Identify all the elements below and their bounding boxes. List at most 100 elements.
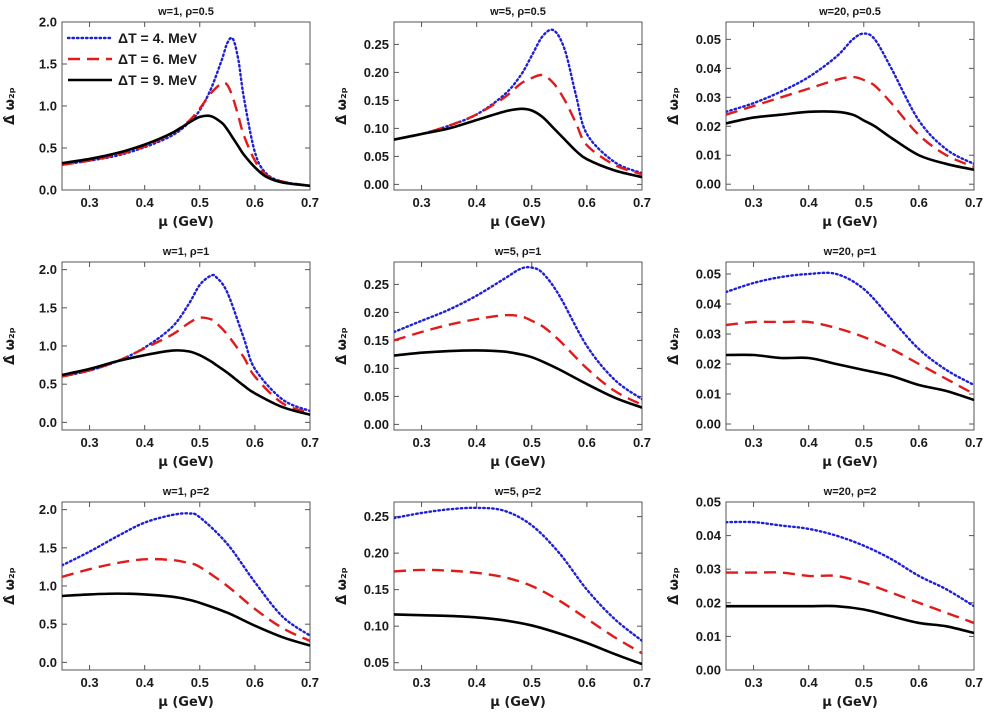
y-tick-label: 2.0	[39, 502, 57, 517]
y-tick-label: 0.05	[696, 267, 721, 282]
y-tick-label: 0.04	[696, 297, 722, 312]
y-tick-label: 0.15	[364, 333, 389, 348]
series-line-solid	[62, 349, 310, 416]
y-tick-label: 0.20	[364, 546, 389, 561]
x-tick-label: 0.3	[413, 435, 431, 450]
series-line-dotted	[726, 520, 974, 608]
chart-panel-2: w=5, ρ=0.5 0.3 0.4 0.5 0.6 0.7 0.00 0.05 0.10 0.1…	[335, 6, 651, 230]
y-tick-label: 0.00	[364, 417, 389, 432]
y-tick-label: 0.0	[39, 655, 57, 670]
series-line-solid	[62, 592, 310, 647]
series-line-dashed	[62, 81, 310, 187]
y-tick-label: 0.15	[364, 93, 389, 108]
y-axis-label: Δ̂ ω₂ₚ	[667, 87, 682, 125]
x-axis-label: μ (GeV)	[158, 215, 214, 230]
legend-label: ΔT = 6. MeV	[118, 51, 198, 67]
x-tick-label: 0.5	[191, 195, 209, 210]
x-tick-label: 0.3	[745, 675, 763, 690]
x-tick-label: 0.7	[965, 195, 983, 210]
chart-panel-7: w=1, ρ=2 0.3 0.4 0.5 0.6 0.7 0.0 0.5 1.0 1.5 2.0 μ …	[3, 486, 319, 710]
y-tick-label: 0.0	[39, 183, 57, 198]
chart-panel-9: w=20, ρ=2 0.3 0.4 0.5 0.6 0.7 0.00 0.01 0.02 0.03…	[667, 486, 983, 710]
chart-panel-3: w=20, ρ=0.5 0.3 0.4 0.5 0.6 0.7 0.00 0.01 0.02 0.…	[667, 6, 983, 230]
y-tick-label: 0.02	[696, 595, 721, 610]
y-tick-label: 0.00	[696, 417, 721, 432]
x-axis-label: μ (GeV)	[822, 215, 878, 230]
y-axis-label: Δ̂ ω₂ₚ	[335, 327, 350, 365]
chart-title: w=20, ρ=0.5	[818, 6, 881, 18]
series-line-solid	[62, 114, 310, 188]
x-tick-label: 0.4	[800, 195, 819, 210]
x-tick-label: 0.6	[910, 195, 928, 210]
x-tick-label: 0.7	[633, 675, 651, 690]
chart-title: w=20, ρ=1	[823, 246, 877, 258]
y-tick-label: 1.5	[39, 540, 57, 555]
plot-frame	[61, 501, 311, 671]
y-tick-label: 0.05	[364, 389, 389, 404]
plot-frame	[725, 21, 975, 191]
chart-title: w=5, ρ=0.5	[489, 6, 546, 18]
y-tick-label: 0.04	[696, 61, 722, 76]
x-tick-label: 0.7	[301, 675, 319, 690]
x-tick-label: 0.7	[965, 675, 983, 690]
x-tick-label: 0.6	[578, 195, 596, 210]
chart-title: w=1, ρ=1	[162, 246, 210, 258]
series-line-dotted	[394, 28, 642, 175]
y-tick-label: 0.10	[364, 121, 389, 136]
chart-panel-6: w=20, ρ=1 0.3 0.4 0.5 0.6 0.7 0.00 0.01 0.02 0.03…	[667, 246, 983, 470]
y-tick-label: 1.5	[39, 57, 57, 72]
chart-panel-8: w=5, ρ=2 0.3 0.4 0.5 0.6 0.7 0.05 0.10 0.15 0.20 0…	[335, 486, 651, 710]
x-tick-label: 0.6	[246, 435, 264, 450]
x-tick-label: 0.5	[191, 675, 209, 690]
x-tick-label: 0.3	[745, 195, 763, 210]
series-line-solid	[394, 349, 642, 409]
series-line-solid	[394, 107, 642, 179]
y-tick-label: 0.00	[696, 177, 721, 192]
y-axis-label: Δ̂ ω₂ₚ	[335, 567, 350, 605]
y-tick-label: 0.5	[39, 141, 57, 156]
x-tick-label: 0.3	[81, 435, 99, 450]
y-tick-label: 0.25	[364, 37, 389, 52]
x-tick-label: 0.4	[468, 435, 487, 450]
x-tick-label: 0.5	[855, 195, 873, 210]
y-tick-label: 0.00	[696, 663, 721, 678]
series-line-dashed	[726, 571, 974, 625]
chart-panel-1: w=1, ρ=0.5 0.3 0.4 0.5 0.6 0.7 0.0 0.5 1.0 1.5 2.0…	[3, 6, 319, 230]
series-line-dashed	[62, 557, 310, 643]
legend: ΔT = 4. MeV ΔT = 6. MeV ΔT = 9. MeV	[66, 30, 198, 88]
legend-label: ΔT = 9. MeV	[118, 72, 198, 88]
y-tick-label: 1.0	[39, 99, 57, 114]
series-line-dashed	[726, 320, 974, 396]
series-line-solid	[726, 353, 974, 402]
y-axis-label: Δ̂ ω₂ₚ	[3, 87, 18, 125]
series-line-dotted	[394, 506, 642, 642]
y-tick-label: 0.04	[696, 528, 722, 543]
x-tick-label: 0.5	[855, 435, 873, 450]
series-line-dotted	[62, 273, 310, 413]
plot-frame	[725, 501, 975, 671]
y-axis-label: Δ̂ ω₂ₚ	[3, 567, 18, 605]
y-tick-label: 0.03	[696, 90, 721, 105]
chart-panel-4: w=1, ρ=1 0.3 0.4 0.5 0.6 0.7 0.0 0.5 1.0 1.5 2.0 μ …	[3, 246, 319, 470]
y-tick-label: 0.00	[364, 177, 389, 192]
x-axis-label: μ (GeV)	[822, 455, 878, 470]
y-tick-label: 0.03	[696, 327, 721, 342]
series-line-solid	[726, 604, 974, 635]
y-tick-label: 2.0	[39, 15, 57, 30]
y-tick-label: 0.01	[696, 148, 721, 163]
y-axis-label: Δ̂ ω₂ₚ	[335, 87, 350, 125]
plot-frame	[725, 261, 975, 431]
x-axis-label: μ (GeV)	[158, 455, 214, 470]
y-tick-label: 0.05	[696, 495, 721, 510]
chart-title: w=20, ρ=2	[823, 486, 877, 498]
y-axis-label: Δ̂ ω₂ₚ	[667, 567, 682, 605]
x-tick-label: 0.4	[468, 675, 487, 690]
x-tick-label: 0.4	[136, 195, 155, 210]
y-axis-label: Δ̂ ω₂ₚ	[667, 327, 682, 365]
x-tick-label: 0.7	[301, 435, 319, 450]
plot-frame	[393, 261, 643, 431]
y-tick-label: 0.5	[39, 617, 57, 632]
x-axis-label: μ (GeV)	[158, 695, 214, 710]
y-tick-label: 0.05	[364, 655, 389, 670]
